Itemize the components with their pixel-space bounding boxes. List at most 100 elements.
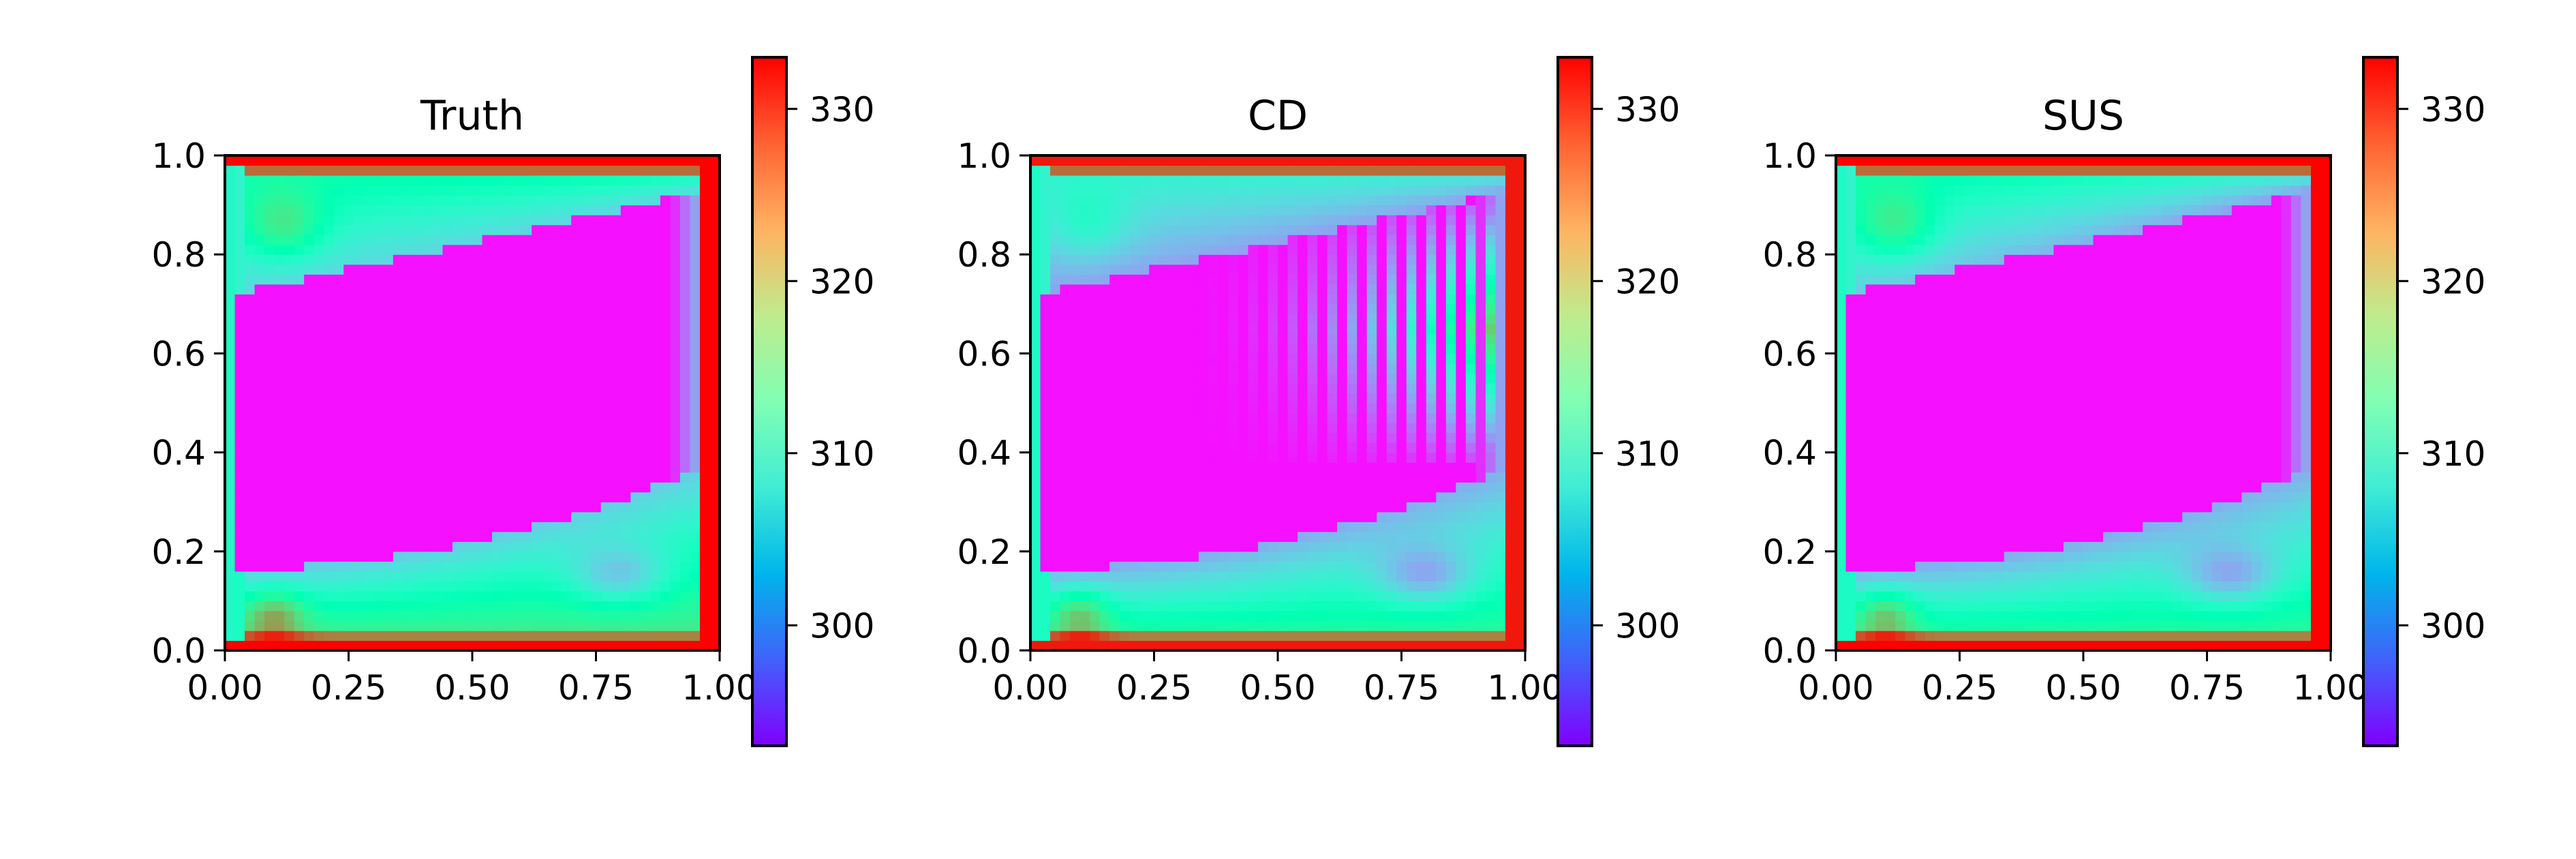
heatmap-cell <box>521 264 532 275</box>
heatmap-cell <box>670 235 681 245</box>
heatmap-cell <box>1178 393 1189 404</box>
heatmap-cell <box>363 274 374 285</box>
heatmap-cell <box>492 522 503 532</box>
heatmap-cell <box>581 235 592 245</box>
heatmap-cell <box>1238 511 1249 522</box>
heatmap-cell <box>1238 343 1249 354</box>
heatmap-cell <box>1287 442 1298 453</box>
heatmap-cell <box>225 284 236 295</box>
heatmap-cell <box>699 472 711 483</box>
heatmap-cell <box>1040 581 1051 592</box>
heatmap-cell <box>284 303 295 314</box>
heatmap-cell <box>620 314 631 325</box>
heatmap-cell <box>1386 492 1397 502</box>
heatmap-cell <box>571 314 582 325</box>
heatmap-cell <box>1495 215 1506 226</box>
heatmap-cell <box>1396 571 1407 582</box>
heatmap-cell <box>462 363 473 374</box>
heatmap-cell <box>1119 522 1130 532</box>
heatmap-cell <box>274 442 285 453</box>
heatmap-cell <box>304 175 315 186</box>
heatmap-cell <box>324 363 335 374</box>
heatmap-cell <box>591 353 602 364</box>
heatmap-cell <box>1465 423 1476 434</box>
heatmap-cell <box>492 323 503 334</box>
heatmap-cell <box>1357 244 1368 255</box>
heatmap-cell <box>1386 541 1397 552</box>
heatmap-cell <box>1178 165 1189 176</box>
heatmap-cell <box>343 284 354 295</box>
heatmap-cell <box>571 303 582 314</box>
heatmap-cell <box>1268 541 1278 552</box>
heatmap-cell <box>1218 442 1229 453</box>
heatmap-cell <box>1278 264 1289 275</box>
heatmap-cell <box>1337 412 1348 423</box>
heatmap-cell <box>1357 323 1368 334</box>
heatmap-cell <box>373 215 384 226</box>
heatmap-cell <box>1278 630 1289 642</box>
heatmap-cell <box>512 382 523 394</box>
heatmap-cell <box>1159 274 1169 285</box>
heatmap-cell <box>245 244 256 255</box>
heatmap-cell <box>423 590 433 601</box>
heatmap-cell <box>1257 314 1269 325</box>
heatmap-cell <box>383 492 394 502</box>
heatmap-cell <box>1050 264 1061 275</box>
heatmap-cell <box>284 195 295 206</box>
heatmap-cell <box>620 205 631 215</box>
heatmap-cell <box>571 423 582 434</box>
heatmap-cell <box>1159 343 1169 354</box>
heatmap-cell <box>1475 235 1486 245</box>
heatmap-cell <box>245 541 256 552</box>
heatmap-cell <box>274 462 285 473</box>
heatmap-cell <box>679 640 691 651</box>
heatmap-cell <box>254 373 265 384</box>
heatmap-cell <box>699 541 711 552</box>
heatmap-cell <box>1485 235 1497 245</box>
heatmap-cell <box>620 244 631 255</box>
heatmap-cell <box>1347 492 1358 502</box>
heatmap-cell <box>1475 393 1486 404</box>
heatmap-cell <box>1079 244 1090 255</box>
heatmap-cell <box>1129 274 1140 285</box>
heatmap-cell <box>274 333 285 344</box>
heatmap-cell <box>1515 333 1526 344</box>
heatmap-cell <box>532 314 542 325</box>
heatmap-cell <box>1456 274 1467 285</box>
heatmap-cell <box>472 620 483 631</box>
heatmap-cell <box>600 640 611 651</box>
heatmap-cell <box>1248 442 1259 453</box>
heatmap-cell <box>1099 590 1110 601</box>
heatmap-cell <box>699 423 711 434</box>
heatmap-cell <box>1119 175 1130 186</box>
heatmap-cell <box>650 432 661 443</box>
heatmap-cell <box>1030 472 1041 483</box>
heatmap-cell <box>571 403 582 414</box>
heatmap-cell <box>1445 353 1456 364</box>
heatmap-cell <box>1287 274 1298 285</box>
heatmap-cell <box>670 215 681 226</box>
heatmap-cell <box>1090 620 1101 631</box>
heatmap-cell <box>412 630 423 642</box>
heatmap-cell <box>1337 423 1348 434</box>
heatmap-cell <box>1386 630 1397 642</box>
heatmap-cell <box>225 294 236 305</box>
heatmap-cell <box>1268 452 1278 463</box>
heatmap-cell <box>1347 303 1358 314</box>
heatmap-cell <box>679 165 691 176</box>
heatmap-cell <box>1119 373 1130 384</box>
heatmap-cell <box>1030 185 1041 196</box>
heatmap-cell <box>660 205 671 215</box>
heatmap-cell <box>1070 363 1081 374</box>
heatmap-cell <box>333 185 344 196</box>
heatmap-cell <box>1198 620 1209 631</box>
heatmap-cell <box>1228 482 1239 493</box>
heatmap-cell <box>591 314 602 325</box>
heatmap-cell <box>611 492 622 502</box>
heatmap-cell <box>234 482 245 493</box>
heatmap-cell <box>502 224 512 235</box>
heatmap-cell <box>1060 442 1071 453</box>
heatmap-cell <box>699 630 711 642</box>
heatmap-cell <box>1119 264 1130 275</box>
heatmap-cell <box>1257 195 1269 206</box>
